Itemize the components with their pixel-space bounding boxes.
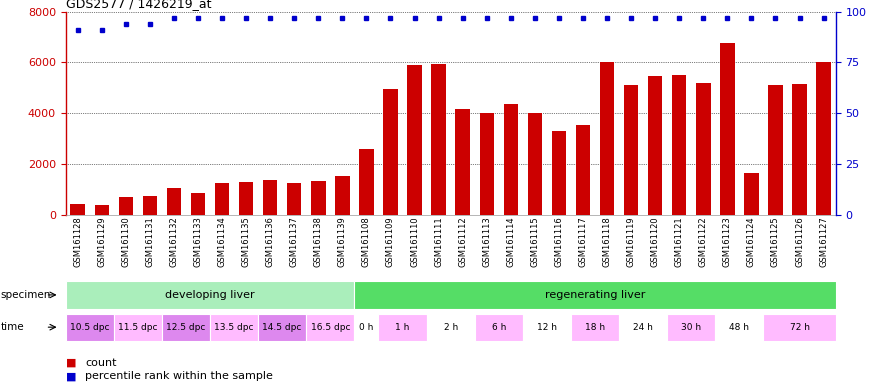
Bar — [335, 176, 350, 215]
Bar — [571, 313, 620, 341]
Bar — [793, 84, 807, 215]
Bar — [114, 313, 162, 341]
Bar — [354, 313, 379, 341]
Bar — [528, 113, 542, 215]
Bar — [624, 85, 639, 215]
Text: 16.5 dpc: 16.5 dpc — [311, 323, 350, 332]
Text: 18 h: 18 h — [585, 323, 605, 332]
Bar — [475, 313, 523, 341]
Text: developing liver: developing liver — [165, 290, 255, 300]
Bar — [763, 313, 836, 341]
Text: ■: ■ — [66, 358, 76, 368]
Bar — [143, 197, 158, 215]
Bar — [504, 104, 518, 215]
Bar — [668, 313, 716, 341]
Text: 72 h: 72 h — [789, 323, 809, 332]
Bar — [431, 64, 446, 215]
Bar — [360, 149, 374, 215]
Bar — [119, 197, 133, 215]
Bar — [191, 193, 206, 215]
Bar — [379, 313, 427, 341]
Bar — [210, 313, 258, 341]
Bar — [71, 204, 85, 215]
Text: 1 h: 1 h — [396, 323, 410, 332]
Bar — [66, 281, 354, 309]
Bar — [383, 89, 397, 215]
Text: 2 h: 2 h — [444, 323, 458, 332]
Bar — [716, 313, 763, 341]
Text: percentile rank within the sample: percentile rank within the sample — [85, 371, 273, 381]
Bar — [672, 75, 687, 215]
Bar — [354, 281, 836, 309]
Text: regenerating liver: regenerating liver — [545, 290, 645, 300]
Text: 0 h: 0 h — [360, 323, 374, 332]
Bar — [66, 313, 114, 341]
Text: 24 h: 24 h — [634, 323, 653, 332]
Bar — [263, 180, 277, 215]
Bar — [600, 62, 614, 215]
Bar — [239, 182, 254, 215]
Bar — [162, 313, 210, 341]
Bar — [768, 85, 783, 215]
Bar — [408, 65, 422, 215]
Bar — [287, 183, 301, 215]
Bar — [306, 313, 354, 341]
Bar — [312, 181, 326, 215]
Bar — [696, 83, 710, 215]
Text: count: count — [85, 358, 116, 368]
Text: 6 h: 6 h — [492, 323, 506, 332]
Bar — [720, 43, 735, 215]
Text: 12 h: 12 h — [537, 323, 556, 332]
Text: 12.5 dpc: 12.5 dpc — [166, 323, 206, 332]
Bar — [94, 205, 109, 215]
Bar — [648, 76, 662, 215]
Text: 48 h: 48 h — [730, 323, 749, 332]
Bar — [480, 113, 494, 215]
Text: 11.5 dpc: 11.5 dpc — [118, 323, 158, 332]
Text: ■: ■ — [66, 371, 76, 381]
Text: GDS2577 / 1426219_at: GDS2577 / 1426219_at — [66, 0, 211, 10]
Text: 14.5 dpc: 14.5 dpc — [262, 323, 302, 332]
Text: specimen: specimen — [1, 290, 52, 300]
Bar — [258, 313, 306, 341]
Bar — [620, 313, 668, 341]
Bar — [427, 313, 475, 341]
Bar — [215, 183, 229, 215]
Bar — [167, 188, 181, 215]
Bar — [816, 62, 831, 215]
Bar — [576, 125, 591, 215]
Bar — [456, 109, 470, 215]
Bar — [745, 173, 759, 215]
Text: time: time — [1, 322, 24, 332]
Text: 10.5 dpc: 10.5 dpc — [70, 323, 109, 332]
Text: 13.5 dpc: 13.5 dpc — [214, 323, 254, 332]
Text: 30 h: 30 h — [682, 323, 702, 332]
Bar — [552, 131, 566, 215]
Bar — [523, 313, 571, 341]
